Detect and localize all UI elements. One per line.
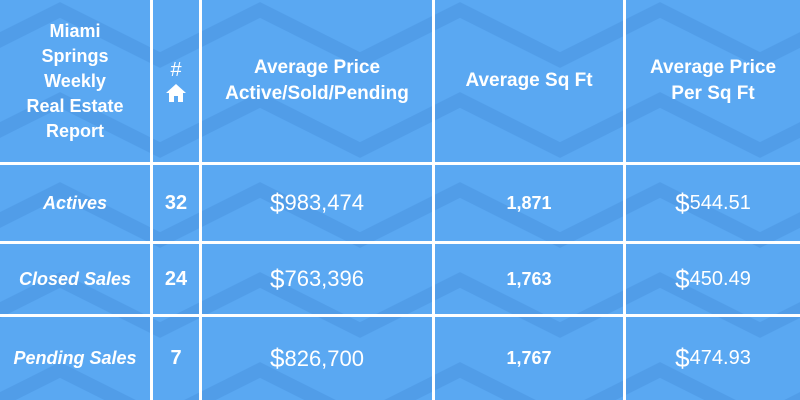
title-line: Weekly bbox=[44, 70, 106, 91]
house-icon bbox=[166, 84, 186, 102]
row-avg-price: $763,396 bbox=[202, 244, 435, 317]
row-count: 32 bbox=[153, 165, 202, 244]
title-line: Springs bbox=[41, 45, 109, 66]
row-avg-sqft: 1,763 bbox=[435, 244, 626, 317]
currency-symbol: $ bbox=[270, 263, 285, 294]
header-line: Average Price bbox=[253, 57, 381, 78]
ppsf-header: Average Price Per Sq Ft bbox=[626, 0, 800, 165]
title-line: Report bbox=[46, 120, 104, 141]
row-label: Closed Sales bbox=[0, 244, 153, 317]
currency-symbol: $ bbox=[675, 343, 690, 373]
row-count: 7 bbox=[153, 317, 202, 400]
header-line: Active/Sold/Pending bbox=[225, 83, 409, 104]
row-label: Actives bbox=[0, 165, 153, 244]
row-count: 24 bbox=[153, 244, 202, 317]
header-line: Per Sq Ft bbox=[671, 83, 755, 104]
price-value: 983,474 bbox=[284, 190, 364, 215]
report-title-cell: Miami Springs Weekly Real Estate Report bbox=[0, 0, 153, 165]
row-label: Pending Sales bbox=[0, 317, 153, 400]
avg-price-header: Average Price Active/Sold/Pending bbox=[202, 0, 435, 165]
ppsf-value: 450.49 bbox=[689, 267, 751, 290]
price-value: 763,396 bbox=[284, 266, 364, 291]
row-ppsf: $474.93 bbox=[626, 317, 800, 400]
title-line: Miami bbox=[49, 20, 101, 41]
row-ppsf: $544.51 bbox=[626, 165, 800, 244]
avg-sqft-header: Average Sq Ft bbox=[435, 0, 626, 165]
row-avg-price: $826,700 bbox=[202, 317, 435, 400]
row-avg-price: $983,474 bbox=[202, 165, 435, 244]
currency-symbol: $ bbox=[270, 343, 285, 373]
count-header: # bbox=[153, 0, 202, 165]
currency-symbol: $ bbox=[270, 187, 285, 218]
ppsf-value: 544.51 bbox=[689, 191, 751, 214]
count-symbol: # bbox=[170, 59, 182, 81]
title-line: Real Estate bbox=[26, 95, 124, 116]
row-avg-sqft: 1,871 bbox=[435, 165, 626, 244]
price-value: 826,700 bbox=[284, 345, 364, 371]
ppsf-value: 474.93 bbox=[689, 347, 751, 369]
row-ppsf: $450.49 bbox=[626, 244, 800, 317]
report-title: Miami Springs Weekly Real Estate Report bbox=[26, 19, 123, 144]
row-avg-sqft: 1,767 bbox=[435, 317, 626, 400]
currency-symbol: $ bbox=[675, 187, 690, 218]
header-line: Average Price bbox=[649, 57, 777, 78]
currency-symbol: $ bbox=[675, 263, 690, 294]
header-line: Average Sq Ft bbox=[465, 70, 593, 91]
